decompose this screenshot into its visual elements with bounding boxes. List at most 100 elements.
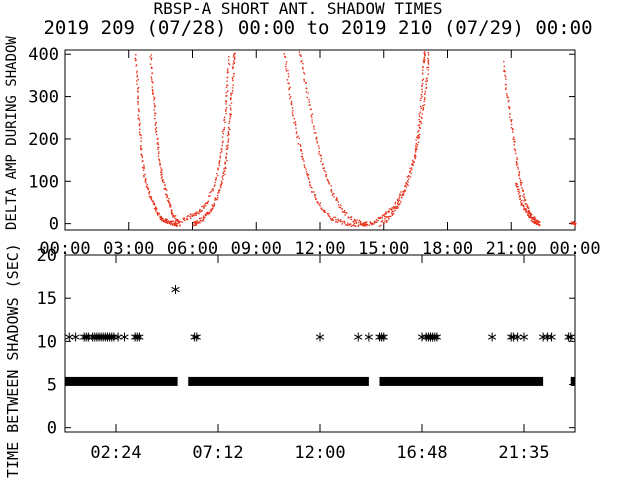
top-data-point bbox=[385, 216, 387, 218]
top-data-point bbox=[328, 215, 331, 218]
top-data-point bbox=[363, 225, 365, 227]
top-x-tick-label: 12:00 bbox=[294, 239, 345, 259]
top-data-point bbox=[411, 159, 414, 162]
top-data-point bbox=[203, 218, 205, 220]
top-data-point bbox=[410, 167, 413, 169]
top-data-point bbox=[175, 219, 178, 221]
top-data-point bbox=[394, 207, 396, 210]
top-data-point bbox=[162, 219, 164, 222]
top-data-point bbox=[141, 148, 143, 150]
top-data-point bbox=[419, 99, 422, 102]
top-data-point bbox=[288, 82, 290, 85]
top-data-point bbox=[285, 70, 288, 72]
top-data-point bbox=[228, 120, 231, 122]
top-data-point bbox=[226, 76, 229, 79]
top-data-point bbox=[336, 197, 338, 199]
top-data-point bbox=[384, 213, 386, 215]
top-data-point bbox=[317, 202, 319, 204]
top-data-point bbox=[528, 207, 530, 209]
top-data-point bbox=[153, 207, 156, 210]
top-y-tick-label: 100 bbox=[28, 172, 59, 192]
top-data-point bbox=[315, 198, 317, 200]
top-data-point bbox=[137, 78, 139, 81]
top-data-point bbox=[288, 93, 291, 96]
top-data-point bbox=[144, 173, 146, 176]
top-data-point bbox=[225, 156, 227, 158]
top-data-point bbox=[227, 68, 229, 70]
top-data-point bbox=[176, 225, 178, 227]
top-data-point bbox=[227, 126, 230, 129]
top-data-point bbox=[290, 96, 292, 98]
top-data-point bbox=[355, 225, 357, 227]
top-data-point bbox=[338, 220, 340, 222]
top-data-point bbox=[299, 143, 301, 146]
top-data-point bbox=[378, 225, 381, 227]
top-data-point bbox=[397, 198, 399, 200]
top-data-point bbox=[358, 219, 361, 222]
top-data-point bbox=[304, 166, 306, 169]
bottom-data-point bbox=[354, 332, 363, 342]
top-data-point bbox=[512, 128, 514, 130]
top-data-point bbox=[392, 213, 395, 215]
top-data-point bbox=[519, 195, 521, 197]
top-data-point bbox=[199, 208, 201, 211]
top-data-point bbox=[195, 212, 198, 214]
top-y-tick-label: 400 bbox=[28, 45, 59, 65]
top-data-point bbox=[153, 204, 156, 206]
top-data-point bbox=[522, 195, 524, 197]
top-data-point bbox=[424, 93, 426, 95]
top-data-point bbox=[538, 225, 541, 227]
top-data-point bbox=[424, 59, 426, 61]
top-data-point bbox=[300, 54, 302, 56]
bottom-y-tick-label: 20 bbox=[37, 246, 57, 266]
top-data-point bbox=[169, 206, 171, 208]
top-data-point bbox=[417, 137, 419, 139]
chart-subtitle: 2019 209 (07/28) 00:00 to 2019 210 (07/2… bbox=[43, 17, 592, 39]
top-data-point bbox=[232, 60, 235, 62]
top-data-point bbox=[143, 166, 145, 168]
bottom-data-point bbox=[432, 332, 442, 342]
top-data-point bbox=[229, 116, 232, 118]
top-data-point bbox=[161, 176, 163, 178]
top-data-point bbox=[370, 222, 372, 224]
top-data-point bbox=[310, 114, 312, 117]
bottom-x-tick-label: 07:12 bbox=[192, 443, 243, 463]
top-data-point bbox=[161, 181, 164, 183]
top-data-point bbox=[158, 158, 160, 161]
top-data-point bbox=[534, 220, 537, 223]
top-data-point bbox=[318, 147, 320, 149]
top-data-point bbox=[427, 59, 430, 61]
top-data-point bbox=[322, 167, 324, 169]
top-data-point bbox=[350, 218, 352, 221]
top-data-point bbox=[537, 220, 540, 223]
bottom-data-point bbox=[538, 332, 548, 342]
top-data-point bbox=[233, 75, 235, 78]
top-data-point bbox=[157, 152, 160, 155]
top-data-point bbox=[330, 219, 333, 221]
top-data-point bbox=[516, 163, 519, 165]
top-data-point bbox=[401, 193, 404, 196]
top-data-point bbox=[344, 214, 346, 216]
top-data-point bbox=[153, 103, 155, 105]
top-data-point bbox=[227, 84, 229, 87]
top-data-point bbox=[195, 224, 198, 226]
top-data-point bbox=[224, 173, 226, 176]
top-x-tick-label: 00:00 bbox=[39, 239, 90, 259]
top-data-point bbox=[219, 185, 222, 187]
top-data-point bbox=[303, 73, 306, 75]
bottom-data-point bbox=[113, 332, 123, 342]
top-data-point bbox=[315, 132, 317, 134]
top-data-point bbox=[523, 196, 526, 198]
top-data-point bbox=[324, 171, 327, 173]
top-data-point bbox=[159, 171, 162, 173]
top-data-point bbox=[220, 186, 222, 189]
top-data-point bbox=[521, 182, 523, 184]
top-data-point bbox=[378, 217, 380, 219]
top-data-point bbox=[162, 220, 164, 223]
top-data-point bbox=[284, 55, 286, 58]
top-data-point bbox=[529, 214, 531, 216]
top-data-point bbox=[284, 56, 287, 58]
top-data-point bbox=[159, 215, 161, 217]
top-data-point bbox=[230, 93, 232, 95]
top-data-point bbox=[225, 112, 227, 115]
